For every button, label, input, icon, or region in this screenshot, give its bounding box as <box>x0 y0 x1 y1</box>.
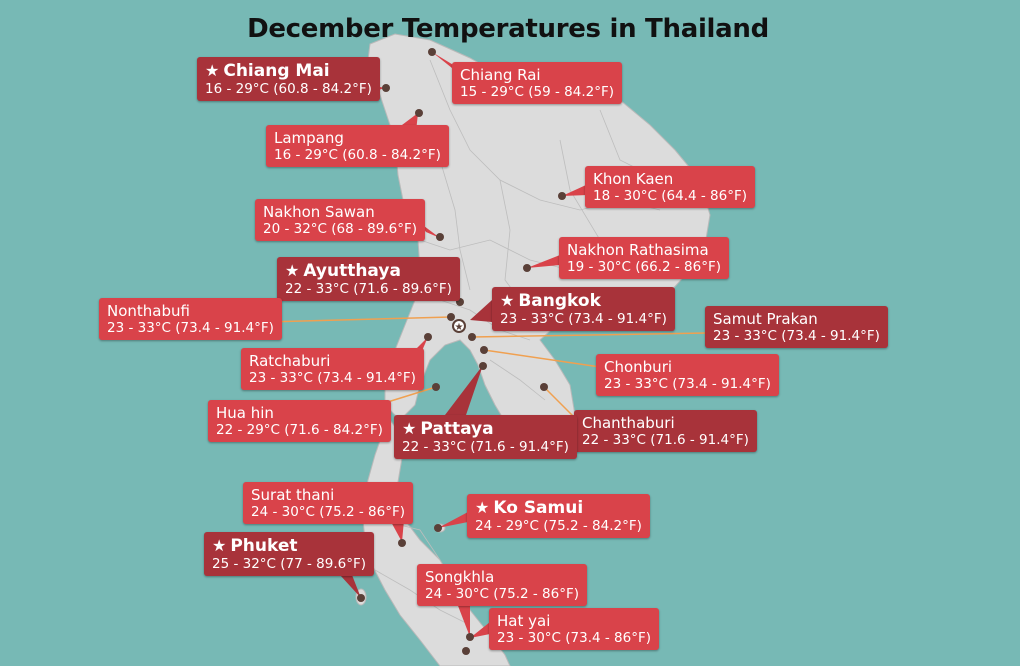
leader-lines <box>264 316 707 419</box>
marker-hat-yai <box>466 633 474 641</box>
marker-songkhla <box>462 647 470 655</box>
marker-nakhon-sawan <box>436 233 444 241</box>
label-ayutthaya: ★ Ayutthaya 22 - 33°C (71.6 - 89.6°F) <box>277 257 460 301</box>
marker-nonthabufi <box>447 313 455 321</box>
label-phuket: ★ Phuket 25 - 32°C (77 - 89.6°F) <box>204 532 375 576</box>
marker-ko-samui <box>434 524 442 532</box>
label-nakhon-sawan: Nakhon Sawan 20 - 32°C (68 - 89.6°F) <box>255 199 426 241</box>
star-icon: ★ <box>455 322 464 333</box>
marker-chiang-rai <box>428 48 436 56</box>
star-icon: ★ <box>285 261 300 280</box>
bangkok-capital-marker: ★ <box>452 319 466 333</box>
label-samut-prakan: Samut Prakan 23 - 33°C (73.4 - 91.4°F) <box>705 306 888 348</box>
marker-khon-kaen <box>558 192 566 200</box>
label-lampang: Lampang 16 - 29°C (60.8 - 84.2°F) <box>266 125 449 167</box>
marker-samut-prakan <box>468 333 476 341</box>
marker-ratchaburi <box>424 333 432 341</box>
marker-chiang-mai <box>382 84 390 92</box>
star-icon: ★ <box>475 498 490 517</box>
label-pattaya: ★ Pattaya 22 - 33°C (71.6 - 91.4°F) <box>394 415 577 459</box>
star-icon: ★ <box>205 61 220 80</box>
label-nakhon-rathasima: Nakhon Rathasima 19 - 30°C (66.2 - 86°F) <box>559 237 730 279</box>
marker-lampang <box>415 109 423 117</box>
label-songkhla: Songkhla 24 - 30°C (75.2 - 86°F) <box>417 564 588 606</box>
marker-pattaya <box>479 362 487 370</box>
map-title: December Temperatures in Thailand <box>247 14 769 44</box>
label-ratchaburi: Ratchaburi 23 - 33°C (73.4 - 91.4°F) <box>241 348 424 390</box>
star-icon: ★ <box>500 291 515 310</box>
label-hua-hin: Hua hin 22 - 29°C (71.6 - 84.2°F) <box>208 400 391 442</box>
marker-surat-thani <box>398 539 406 547</box>
marker-hua-hin <box>432 383 440 391</box>
label-bangkok: ★ Bangkok 23 - 33°C (73.4 - 91.4°F) <box>492 287 675 331</box>
label-khon-kaen: Khon Kaen 18 - 30°C (64.4 - 86°F) <box>585 166 756 208</box>
city-markers <box>357 48 566 655</box>
label-hat-yai: Hat yai 23 - 30°C (73.4 - 86°F) <box>489 608 660 650</box>
marker-nakhon-rathasima <box>523 264 531 272</box>
label-chiang-rai: Chiang Rai 15 - 29°C (59 - 84.2°F) <box>452 62 623 104</box>
star-icon: ★ <box>212 536 227 555</box>
marker-phuket <box>357 594 365 602</box>
label-nonthabufi: Nonthabufi 23 - 33°C (73.4 - 91.4°F) <box>99 298 282 340</box>
star-icon: ★ <box>402 419 417 438</box>
marker-chanthaburi <box>540 383 548 391</box>
label-chanthaburi: Chanthaburi 22 - 33°C (71.6 - 91.4°F) <box>574 410 757 452</box>
label-surat-thani: Surat thani 24 - 30°C (75.2 - 86°F) <box>243 482 414 524</box>
label-chonburi: Chonburi 23 - 33°C (73.4 - 91.4°F) <box>596 354 779 396</box>
label-ko-samui: ★ Ko Samui 24 - 29°C (75.2 - 84.2°F) <box>467 494 650 538</box>
marker-chonburi <box>480 346 488 354</box>
label-chiang-mai: ★ Chiang Mai 16 - 29°C (60.8 - 84.2°F) <box>197 57 380 101</box>
